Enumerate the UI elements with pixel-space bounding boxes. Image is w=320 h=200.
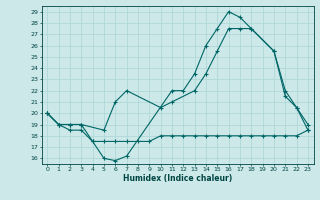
X-axis label: Humidex (Indice chaleur): Humidex (Indice chaleur) <box>123 174 232 183</box>
